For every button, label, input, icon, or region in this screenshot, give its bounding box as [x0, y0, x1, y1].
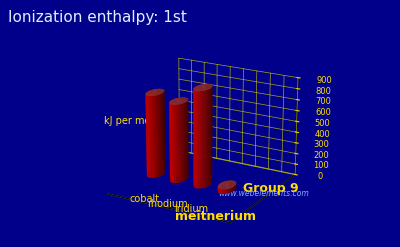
- Text: Ionization enthalpy: 1st: Ionization enthalpy: 1st: [8, 10, 187, 25]
